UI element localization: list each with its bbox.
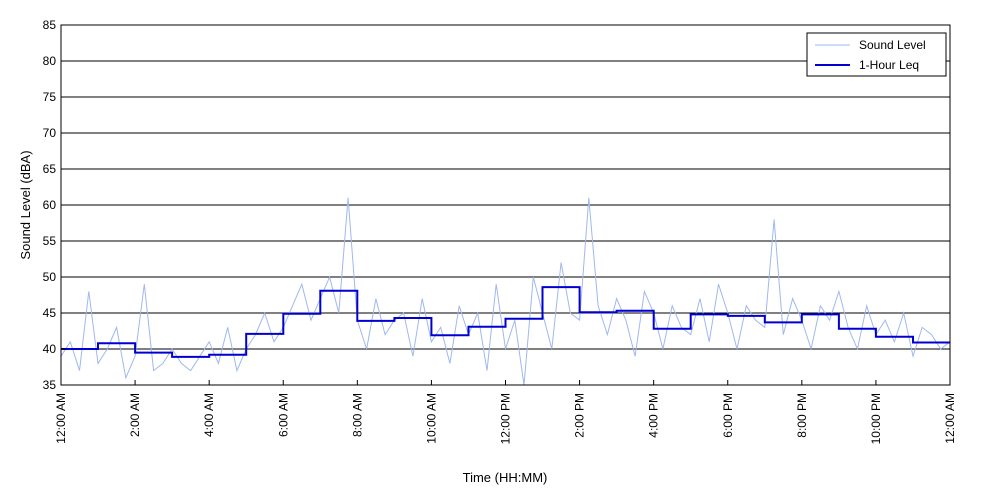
- y-tick-label: 60: [43, 198, 57, 212]
- y-tick-label: 85: [43, 18, 57, 32]
- y-axis-title: Sound Level (dBA): [18, 150, 33, 259]
- x-tick-label: 10:00 AM: [424, 393, 438, 444]
- y-tick-label: 70: [43, 126, 57, 140]
- y-tick-label: 80: [43, 54, 57, 68]
- y-tick-label: 45: [43, 306, 57, 320]
- x-tick-label: 6:00 AM: [276, 393, 290, 437]
- y-axis-ticks: 35 40 45 50 55 60 65 70 75 80 85: [43, 18, 66, 392]
- x-axis-ticks: 12:00 AM 2:00 AM 4:00 AM 6:00 AM 8:00 AM 10:0…: [54, 380, 957, 444]
- legend-label-sound-level: Sound Level: [859, 38, 926, 52]
- y-tick-label: 40: [43, 342, 57, 356]
- y-tick-label: 35: [43, 378, 57, 392]
- x-tick-label: 4:00 AM: [202, 393, 216, 437]
- x-tick-label: 12:00 AM: [943, 393, 957, 444]
- y-tick-label: 65: [43, 162, 57, 176]
- series-layer: [60, 197, 951, 386]
- x-tick-label: 8:00 PM: [795, 393, 809, 438]
- x-tick-label: 4:00 PM: [647, 393, 661, 438]
- x-tick-label: 2:00 PM: [573, 393, 587, 438]
- x-axis-title: Time (HH:MM): [463, 470, 548, 485]
- x-tick-label: 8:00 AM: [350, 393, 364, 437]
- x-tick-label: 2:00 AM: [128, 393, 142, 437]
- legend: Sound Level 1-Hour Leq: [806, 32, 947, 77]
- series-leq-step-line: [61, 286, 950, 358]
- x-tick-label: 10:00 PM: [869, 393, 883, 444]
- grid-lines: [61, 60, 950, 350]
- x-tick-label: 6:00 PM: [721, 393, 735, 438]
- y-tick-label: 75: [43, 90, 57, 104]
- y-tick-label: 50: [43, 270, 57, 284]
- y-tick-label: 55: [43, 234, 57, 248]
- x-tick-label: 12:00 PM: [499, 393, 513, 444]
- legend-label-leq: 1-Hour Leq: [859, 58, 919, 72]
- legend-box: [806, 32, 947, 77]
- x-tick-label: 12:00 AM: [54, 393, 68, 444]
